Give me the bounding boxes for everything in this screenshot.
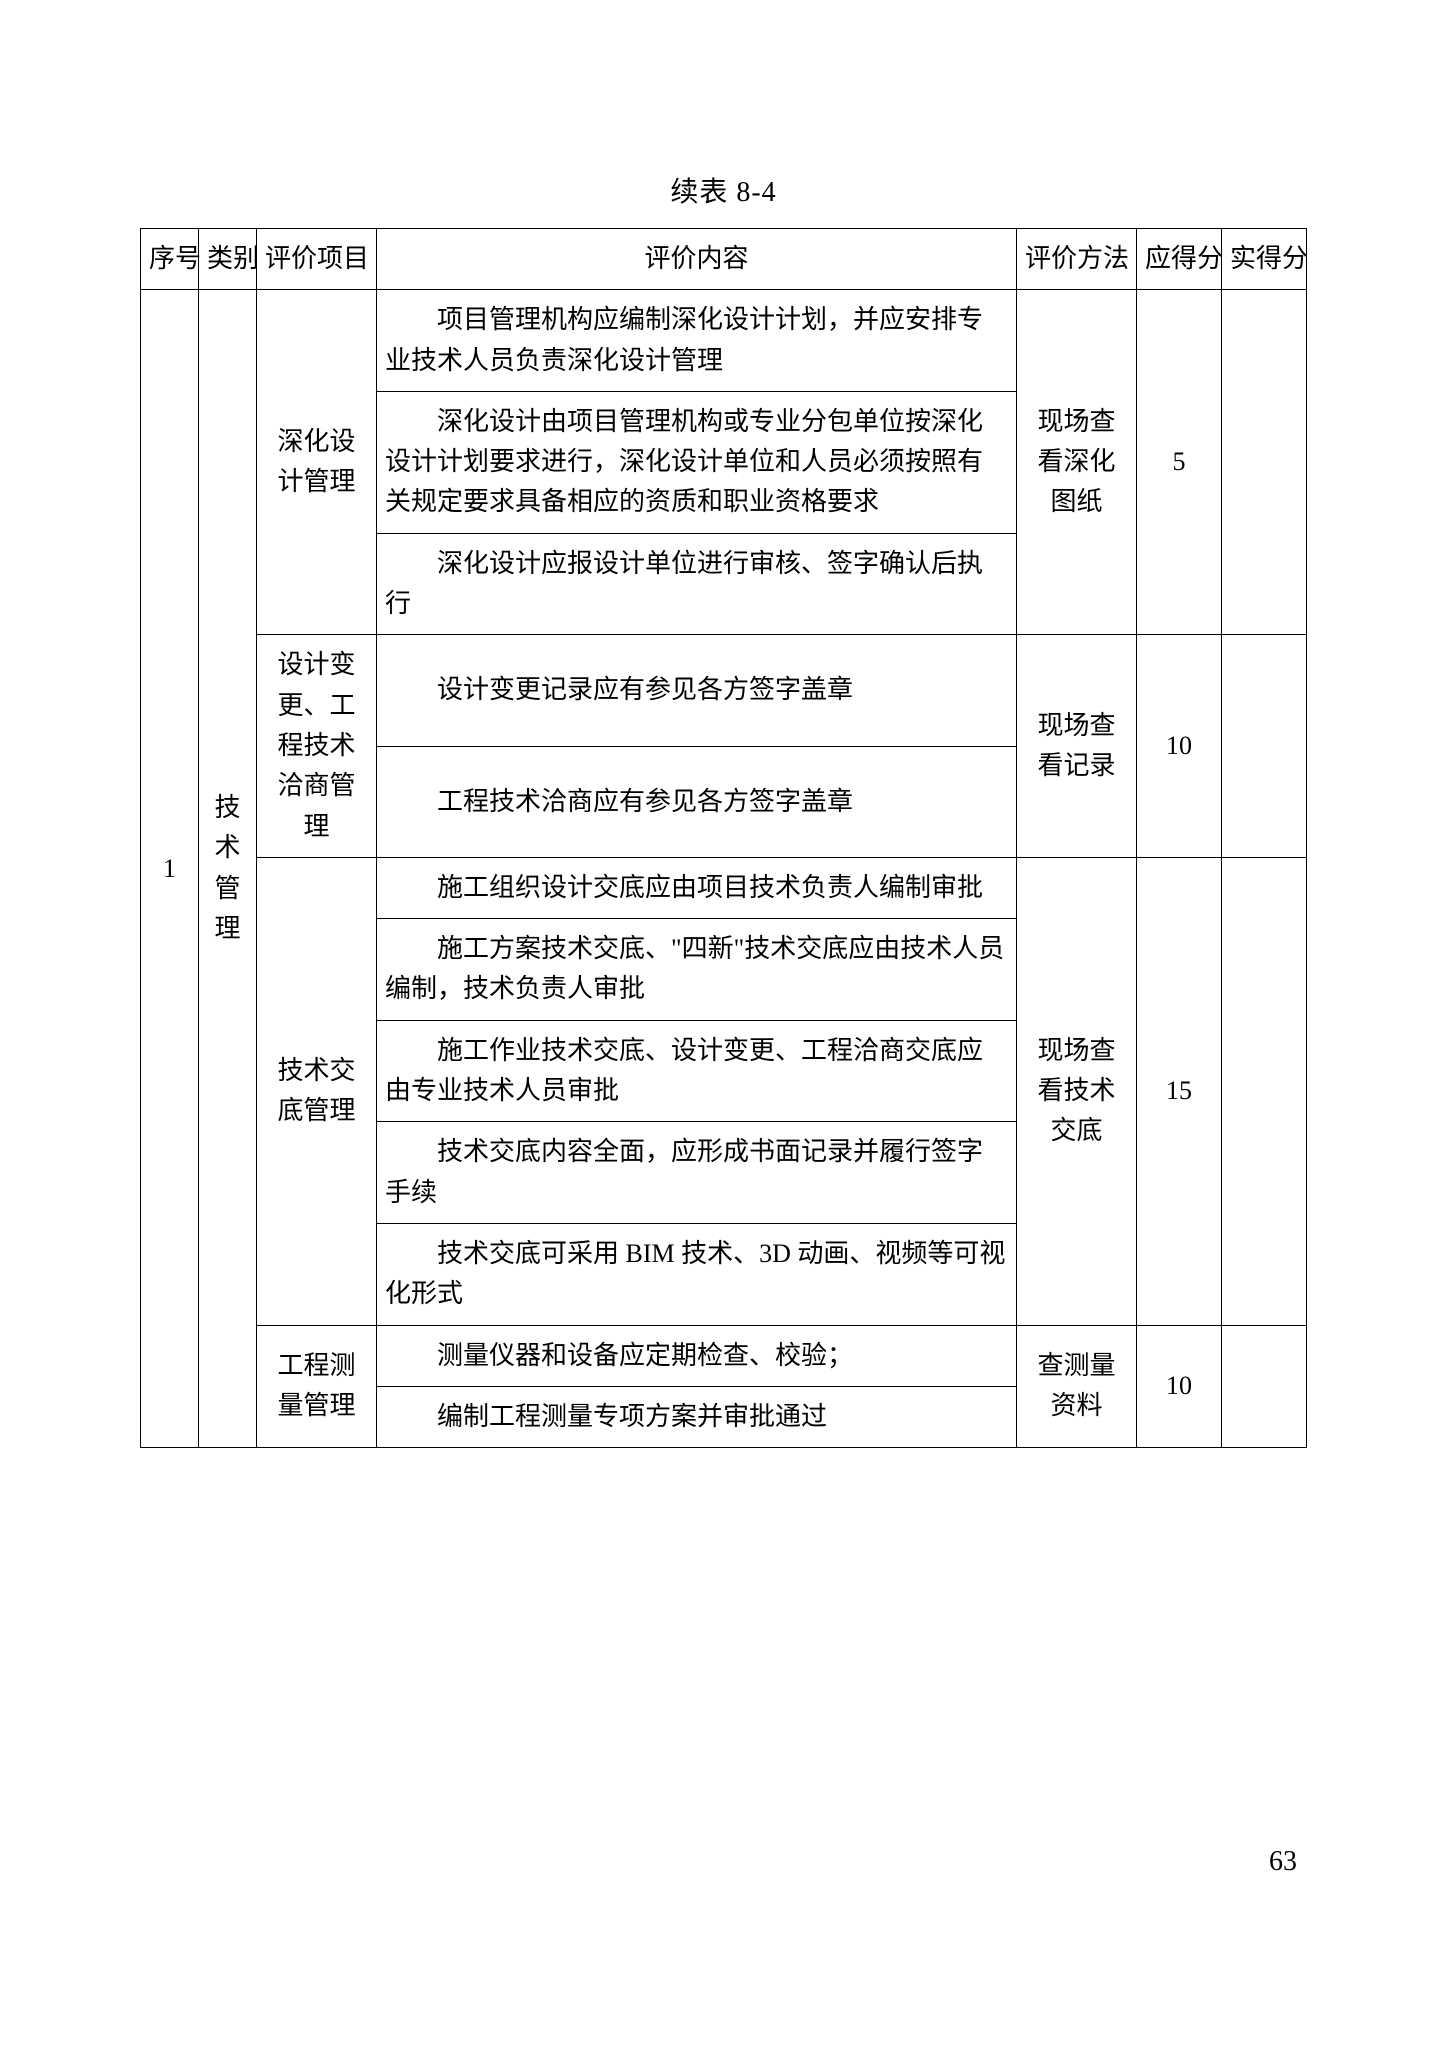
- method-cell: 现场查看深化图纸: [1017, 290, 1137, 635]
- page-number: 63: [1269, 1846, 1297, 1878]
- table-row: 设计变更、工程技术洽商管理 设计变更记录应有参见各方签字盖章 现场查看记录 10: [141, 635, 1307, 746]
- actual-cell: [1222, 635, 1307, 857]
- method-cell: 现场查看技术交底: [1017, 857, 1137, 1325]
- col-header: 应得分: [1137, 229, 1222, 290]
- content-cell: 深化设计应报设计单位进行审核、签字确认后执行: [377, 533, 1017, 635]
- content-cell: 工程技术洽商应有参见各方签字盖章: [377, 746, 1017, 857]
- category-cell: 技术管理: [199, 290, 257, 1448]
- content-cell: 技术交底内容全面，应形成书面记录并履行签字手续: [377, 1122, 1017, 1224]
- table-row: 1 技术管理 深化设计管理 项目管理机构应编制深化设计计划，并应安排专业技术人员…: [141, 290, 1307, 392]
- col-header: 评价内容: [377, 229, 1017, 290]
- table-caption: 续表 8-4: [140, 170, 1307, 210]
- actual-cell: [1222, 1325, 1307, 1448]
- score-cell: 10: [1137, 1325, 1222, 1448]
- col-header: 类别: [199, 229, 257, 290]
- score-cell: 15: [1137, 857, 1222, 1325]
- score-cell: 5: [1137, 290, 1222, 635]
- content-cell: 测量仪器和设备应定期检查、校验；: [377, 1325, 1017, 1386]
- content-cell: 施工组织设计交底应由项目技术负责人编制审批: [377, 857, 1017, 918]
- col-header: 评价项目: [257, 229, 377, 290]
- col-header: 评价方法: [1017, 229, 1137, 290]
- col-header: 序号: [141, 229, 199, 290]
- item-cell: 设计变更、工程技术洽商管理: [257, 635, 377, 857]
- actual-cell: [1222, 290, 1307, 635]
- table-row: 技术交底管理 施工组织设计交底应由项目技术负责人编制审批 现场查看技术交底 15: [141, 857, 1307, 918]
- table-body: 1 技术管理 深化设计管理 项目管理机构应编制深化设计计划，并应安排专业技术人员…: [141, 290, 1307, 1448]
- content-cell: 施工作业技术交底、设计变更、工程洽商交底应由专业技术人员审批: [377, 1020, 1017, 1122]
- item-cell: 工程测量管理: [257, 1325, 377, 1448]
- evaluation-table: 序号 类别 评价项目 评价内容 评价方法 应得分 实得分 1 技术管理 深化设计…: [140, 228, 1307, 1448]
- item-cell: 深化设计管理: [257, 290, 377, 635]
- content-cell: 深化设计由项目管理机构或专业分包单位按深化设计计划要求进行，深化设计单位和人员必…: [377, 391, 1017, 533]
- content-cell: 设计变更记录应有参见各方签字盖章: [377, 635, 1017, 746]
- content-cell: 项目管理机构应编制深化设计计划，并应安排专业技术人员负责深化设计管理: [377, 290, 1017, 392]
- content-cell: 施工方案技术交底、"四新"技术交底应由技术人员编制，技术负责人审批: [377, 919, 1017, 1021]
- content-cell: 技术交底可采用 BIM 技术、3D 动画、视频等可视化形式: [377, 1223, 1017, 1325]
- method-cell: 查测量资料: [1017, 1325, 1137, 1448]
- document-page: 续表 8-4 序号 类别 评价项目 评价内容 评价方法 应得分 实得分 1 技术…: [0, 0, 1447, 2048]
- col-header: 实得分: [1222, 229, 1307, 290]
- table-header-row: 序号 类别 评价项目 评价内容 评价方法 应得分 实得分: [141, 229, 1307, 290]
- score-cell: 10: [1137, 635, 1222, 857]
- seq-cell: 1: [141, 290, 199, 1448]
- content-cell: 编制工程测量专项方案并审批通过: [377, 1386, 1017, 1447]
- table-row: 工程测量管理 测量仪器和设备应定期检查、校验； 查测量资料 10: [141, 1325, 1307, 1386]
- method-cell: 现场查看记录: [1017, 635, 1137, 857]
- item-cell: 技术交底管理: [257, 857, 377, 1325]
- actual-cell: [1222, 857, 1307, 1325]
